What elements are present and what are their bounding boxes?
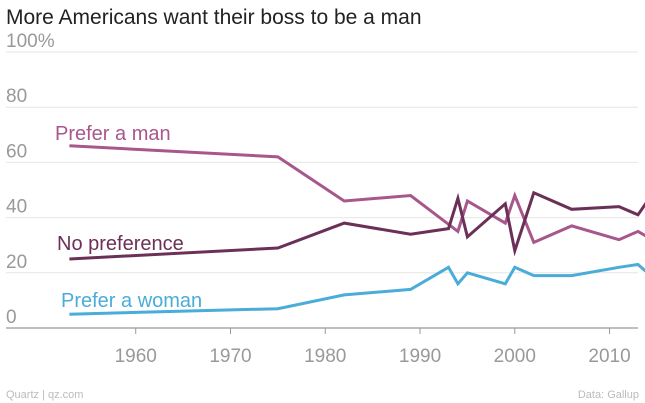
series-line-prefer-a-man [69,144,645,245]
series-line-prefer-a-woman [69,262,645,316]
data-source: Data: Gallup [577,389,639,401]
x-tick-label: 2010 [588,346,630,367]
series-line-no-preference [69,190,645,261]
x-tick-label: 2000 [494,346,536,367]
x-tick-label: 1980 [304,346,346,367]
y-tick-label: 40 [6,197,27,218]
series-labels: Prefer a man No preference Prefer a woman [55,123,202,312]
chart-title: More Americans want their boss to be a m… [6,6,422,29]
x-tick-label: 1970 [209,346,251,367]
series-lines [69,144,645,316]
gridlines [6,51,638,334]
y-tick-label: 80 [6,86,27,107]
series-label-no-preference: No preference [57,233,184,255]
x-axis-ticks: 1960 1970 1980 1990 2000 2010 [115,346,631,367]
series-label-prefer-a-man: Prefer a man [55,123,171,145]
source-credit: Quartz | qz.com [6,389,84,401]
y-tick-label: 100% [6,31,55,52]
y-tick-label: 20 [6,252,27,273]
series-label-prefer-a-woman: Prefer a woman [61,290,202,312]
y-axis-ticks: 100% 80 60 40 20 0 [6,31,55,328]
y-tick-label: 60 [6,141,27,162]
x-tick-label: 1990 [399,346,441,367]
x-tick-label: 1960 [115,346,157,367]
y-tick-label: 0 [6,307,17,328]
